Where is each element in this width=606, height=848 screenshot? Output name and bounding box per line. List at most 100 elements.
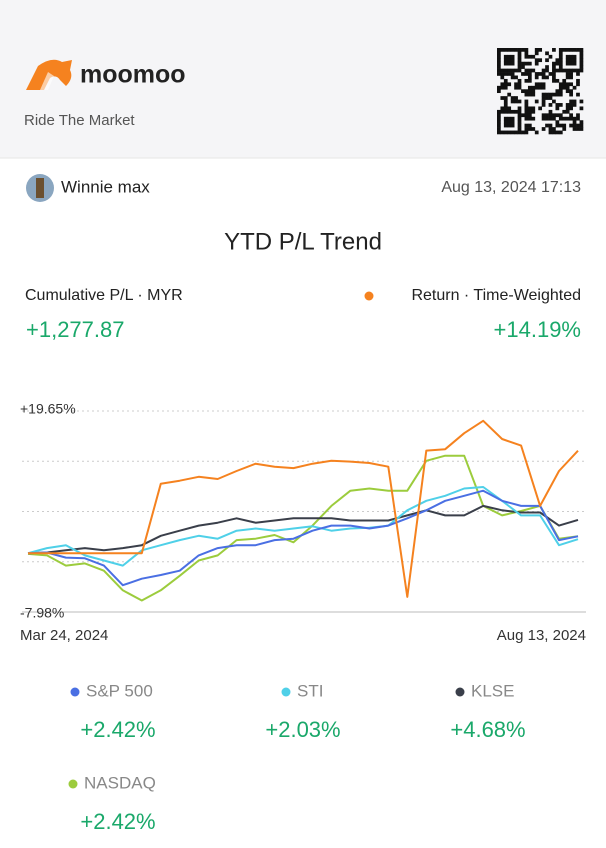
qr-cell <box>548 92 553 97</box>
qr-cell <box>527 61 532 66</box>
qr-cell <box>569 123 573 128</box>
legend-dot <box>68 779 78 789</box>
qr-cell <box>579 54 584 59</box>
qr-cell <box>572 68 577 73</box>
legend-dot <box>70 687 80 697</box>
qr-cell <box>548 130 553 135</box>
qr-cell <box>538 106 543 111</box>
qr-cell <box>562 127 567 131</box>
qr-cell <box>507 68 512 73</box>
return-label: Return · Time-Weighted <box>411 287 581 304</box>
qr-cell <box>500 130 505 135</box>
series-line <box>27 489 579 587</box>
y-tick-label: +19.65% <box>20 401 76 417</box>
qr-cell <box>510 120 515 124</box>
qr-cell <box>576 113 580 118</box>
qr-cell <box>562 109 567 114</box>
qr-cell <box>497 72 501 76</box>
qr-cell <box>503 120 508 124</box>
qr-cell <box>510 96 515 100</box>
qr-cell <box>531 54 536 59</box>
qr-cell <box>500 72 505 76</box>
qr-cell <box>507 123 512 128</box>
brand: moomoo <box>80 61 186 89</box>
qr-cell <box>565 109 570 114</box>
qr-cell <box>521 48 525 52</box>
qr-cell <box>545 96 549 100</box>
qr-cell <box>497 109 501 114</box>
qr-cell <box>497 120 501 124</box>
qr-cell <box>538 85 543 90</box>
qr-cell <box>562 68 567 73</box>
qr-cell <box>503 61 508 66</box>
qr-cell <box>517 78 522 83</box>
qr-cell <box>558 61 563 66</box>
qr-cell <box>562 116 567 121</box>
qr-cell <box>558 92 563 97</box>
qr-cell <box>527 123 532 128</box>
pl-label: Cumulative P/L · MYR <box>25 287 183 304</box>
qr-cell <box>503 48 508 52</box>
qr-cell <box>497 113 501 118</box>
tagline: Ride The Market <box>24 112 135 129</box>
qr-cell <box>552 99 556 104</box>
qr-cell <box>527 116 532 121</box>
qr-cell <box>541 85 546 90</box>
qr-cell <box>555 130 560 135</box>
qr-cell <box>531 68 536 73</box>
qr-cell <box>572 99 577 104</box>
qr-cell <box>569 58 573 63</box>
qr-cell <box>555 78 560 83</box>
qr-cell <box>497 68 501 73</box>
qr-cell <box>558 89 563 94</box>
qr-cell <box>548 116 553 121</box>
qr-cell <box>507 72 512 76</box>
qr-cell <box>507 106 512 111</box>
qr-cell <box>514 99 518 104</box>
qr-cell <box>524 130 529 135</box>
qr-cell <box>555 113 560 118</box>
qr-cell <box>503 85 508 90</box>
qr-cell <box>500 48 505 52</box>
qr-cell <box>503 58 508 63</box>
qr-cell <box>569 75 573 80</box>
qr-cell <box>531 85 536 90</box>
y-tick-label: -7.98% <box>20 605 64 621</box>
qr-cell <box>517 58 522 63</box>
qr-cell <box>500 106 505 111</box>
qr-cell <box>521 61 525 66</box>
qr-cell <box>500 75 505 80</box>
qr-cell <box>497 85 501 90</box>
qr-cell <box>524 72 529 76</box>
qr-cell <box>510 130 515 135</box>
qr-cell <box>497 123 501 128</box>
qr-cell <box>558 54 563 59</box>
qr-cell <box>565 61 570 66</box>
qr-cell <box>531 116 536 121</box>
qr-cell <box>565 82 570 87</box>
qr-cell <box>517 127 522 131</box>
qr-cell <box>524 127 529 131</box>
qr-cell <box>558 85 563 90</box>
qr-cell <box>507 120 512 124</box>
qr-cell <box>503 103 508 107</box>
qr-cell <box>555 106 560 111</box>
qr-cell <box>527 85 532 90</box>
qr-cell <box>552 72 556 76</box>
qr-cell <box>548 127 553 131</box>
qr-cell <box>514 68 518 73</box>
qr-cell <box>576 123 580 128</box>
qr-cell <box>503 99 508 104</box>
qr-cell <box>579 51 584 56</box>
qr-cell <box>576 116 580 121</box>
qr-cell <box>510 116 515 121</box>
qr-cell <box>534 72 539 76</box>
qr-cell <box>579 99 584 104</box>
qr-cell <box>521 72 525 76</box>
qr-cell <box>572 61 577 66</box>
qr-cell <box>527 75 532 80</box>
qr-cell <box>552 65 556 69</box>
qr-cell <box>517 113 522 118</box>
qr-cell <box>555 68 560 73</box>
qr-cell <box>562 123 567 128</box>
